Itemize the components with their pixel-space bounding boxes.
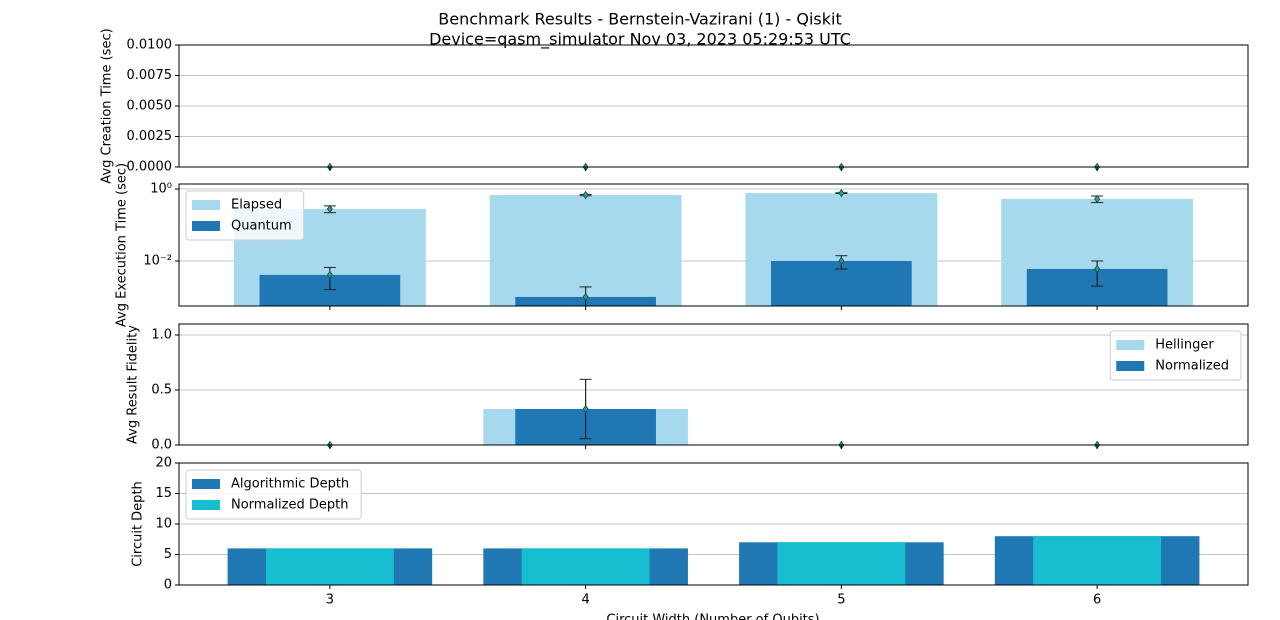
legend: Algorithmic Depth Normalized Depth bbox=[185, 469, 362, 520]
legend-label: Algorithmic Depth bbox=[231, 477, 349, 492]
x-tick-label: 5 bbox=[837, 593, 845, 608]
marker bbox=[838, 256, 845, 266]
axes-frame bbox=[178, 462, 1249, 586]
legend-swatch bbox=[192, 200, 220, 210]
y-axis-label: Avg Result Fidelity bbox=[126, 325, 141, 444]
y-tick-label: 0.0100 bbox=[127, 38, 173, 53]
y-tick-label: 0.0075 bbox=[127, 68, 173, 83]
bar bbox=[1033, 536, 1162, 585]
y-axis-label: Circuit Depth bbox=[131, 481, 146, 567]
legend-swatch bbox=[192, 479, 220, 489]
marker bbox=[838, 188, 845, 198]
legend-swatch bbox=[1116, 361, 1145, 371]
figure-title: Benchmark Results - Bernstein-Vazirani (… bbox=[438, 10, 841, 29]
legend: Hellinger Normalized bbox=[1109, 330, 1242, 381]
axes-frame bbox=[178, 44, 1249, 168]
legend-swatch bbox=[1116, 340, 1145, 350]
y-tick-label: 15 bbox=[155, 486, 172, 501]
marker bbox=[326, 270, 333, 280]
legend-label: Hellinger bbox=[1155, 338, 1214, 353]
y-tick-label: 0.0025 bbox=[127, 129, 173, 144]
y-axis-label: Avg Creation Time (sec) bbox=[100, 28, 115, 183]
x-tick-label: 3 bbox=[326, 593, 334, 608]
marker bbox=[582, 190, 589, 200]
marker bbox=[582, 404, 589, 414]
legend-label: Quantum bbox=[231, 219, 292, 234]
x-tick-label: 4 bbox=[581, 593, 589, 608]
y-tick-label: 0.0 bbox=[151, 438, 172, 453]
bar bbox=[777, 542, 906, 585]
marker bbox=[1094, 194, 1101, 204]
x-axis-label: Circuit Width (Number of Qubits) bbox=[606, 613, 819, 620]
legend: Elapsed Quantum bbox=[185, 190, 305, 241]
legend-swatch bbox=[192, 500, 220, 510]
y-axis-label: Avg Execution Time (sec) bbox=[115, 163, 130, 327]
y-tick-label: 0 bbox=[164, 578, 172, 593]
y-tick-label: 0.5 bbox=[151, 383, 172, 398]
y-tick-label: 5 bbox=[164, 547, 172, 562]
plot-area bbox=[227, 536, 1200, 585]
figure-subtitle: Device=qasm_simulator Nov 03, 2023 05:29… bbox=[429, 30, 851, 50]
y-tick-label: 10 bbox=[155, 517, 172, 532]
plot-area bbox=[233, 192, 1194, 306]
legend-label: Normalized bbox=[1155, 359, 1229, 374]
marker bbox=[582, 292, 589, 302]
x-tick-label: 6 bbox=[1093, 593, 1101, 608]
legend-swatch bbox=[192, 221, 220, 231]
legend-label: Normalized Depth bbox=[231, 498, 348, 513]
bar bbox=[265, 548, 394, 585]
y-tick-label: 20 bbox=[155, 456, 172, 471]
axes-frame bbox=[178, 323, 1249, 446]
legend-box bbox=[185, 469, 362, 520]
marker bbox=[326, 204, 333, 214]
y-tick-label: 1.0 bbox=[151, 328, 172, 343]
bar bbox=[521, 548, 650, 585]
marker bbox=[1094, 264, 1101, 274]
y-tick-label: 10⁻² bbox=[143, 253, 172, 268]
y-tick-label: 0.0000 bbox=[127, 160, 173, 175]
y-tick-label: 10⁰ bbox=[150, 182, 172, 197]
plot-area bbox=[323, 378, 1104, 445]
legend-label: Elapsed bbox=[231, 198, 282, 213]
y-tick-label: 0.0050 bbox=[127, 99, 173, 114]
axes-frame bbox=[178, 183, 1249, 307]
